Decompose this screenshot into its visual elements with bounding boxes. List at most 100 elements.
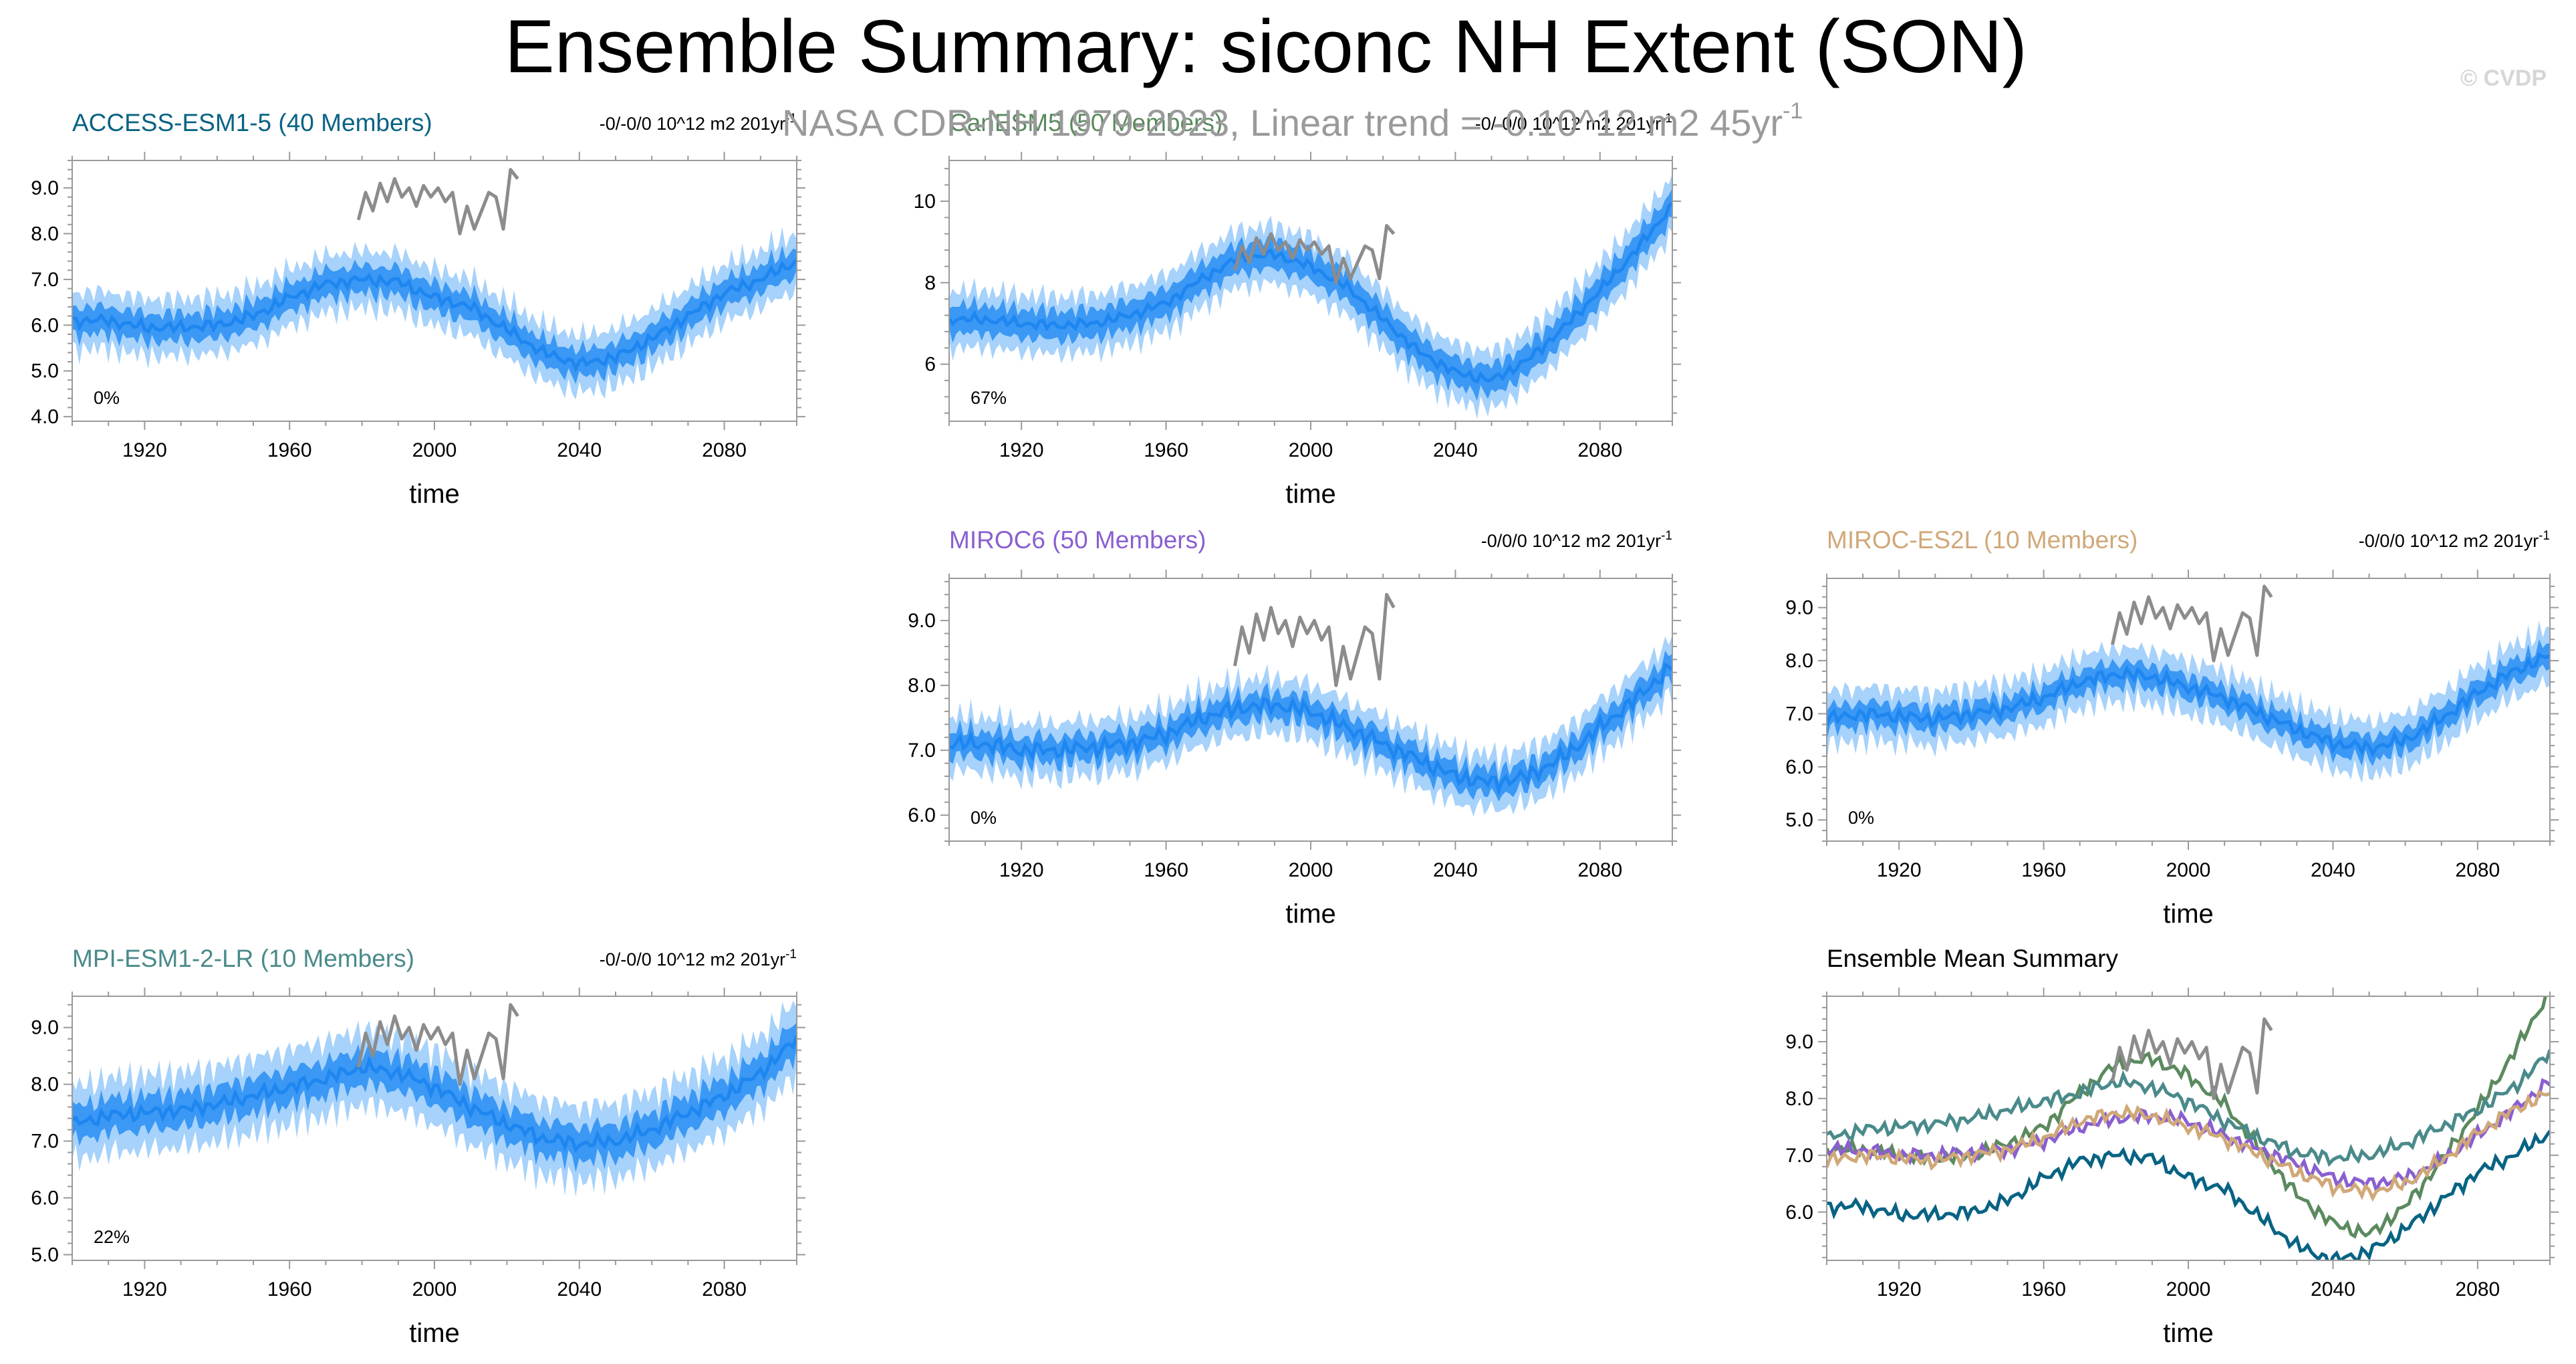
y-tick-label: 6.0 <box>31 314 59 336</box>
ensemble-mean-line <box>72 1035 797 1153</box>
y-tick-label: 5.0 <box>31 1244 59 1266</box>
panel-percent-label: 0% <box>94 388 120 408</box>
panel-trend-text: -0/0/0 10^12 m2 201yr <box>2359 531 2539 551</box>
y-tick-label: 5.0 <box>31 360 59 382</box>
y-tick-label: 8.0 <box>1785 650 1813 672</box>
panel-trend-text: -0/-0/0 10^12 m2 201yr <box>600 949 785 970</box>
plot-area <box>949 592 1672 817</box>
y-tick-label: 9.0 <box>31 1017 59 1039</box>
series-line-MPI-ESM1-2-LR <box>1827 1049 2550 1167</box>
ensemble-mean-line <box>1827 652 2550 758</box>
x-tick-label: 1960 <box>1144 439 1188 461</box>
x-tick-label: 2080 <box>1577 439 1622 461</box>
y-tick-label: 9.0 <box>1785 1031 1813 1053</box>
chart-panel-2: CanESM5 (50 Members) -0/-0/0 10^12 m2 201… <box>914 109 1681 509</box>
x-tick-label: 1960 <box>1144 859 1188 881</box>
y-tick-label: 7.0 <box>31 1131 59 1153</box>
x-tick-label: 2000 <box>1289 859 1333 881</box>
inner-spread-band <box>1827 639 2550 766</box>
x-tick-label: 2000 <box>412 439 457 461</box>
panel-percent-label: 67% <box>971 388 1007 408</box>
x-axis-label: time <box>2163 899 2214 929</box>
series-line-MIROC-ES2L <box>1827 1089 2550 1202</box>
figure-title: Ensemble Summary: siconc NH Extent (SON) <box>505 5 2027 88</box>
chart-panel-1: ACCESS-ESM1-5 (40 Members) -0/-0/0 10^12 … <box>31 109 805 509</box>
y-tick-label: 6.0 <box>31 1187 59 1210</box>
x-tick-label: 2080 <box>1577 859 1622 881</box>
observations-line <box>2110 584 2273 663</box>
y-tick-label: 7.0 <box>1785 1145 1813 1167</box>
x-tick-label: 1960 <box>2021 859 2066 881</box>
chart-panel-3: MIROC6 (50 Members) -0/0/0 10^12 m2 201yr… <box>908 526 1681 929</box>
y-tick-label: 8 <box>924 272 936 294</box>
observations-line <box>1233 592 1396 687</box>
chart-panel-4: MIROC-ES2L (10 Members) -0/0/0 10^12 m2 2… <box>1785 526 2559 929</box>
x-axis-label: time <box>409 1319 460 1348</box>
panel-trend-label: -0/0/0 10^12 m2 201yr-1 <box>2359 529 2550 551</box>
panel-trend-label: -0/0/0 10^12 m2 201yr-1 <box>1481 529 1672 551</box>
series-line-ACCESS-ESM1-5 <box>1827 1130 2550 1260</box>
observations-note-text: NASA CDR-NH 1979-2023, Linear trend = -0… <box>782 102 1783 144</box>
panel-percent-label: 0% <box>971 808 997 828</box>
panel-title: Ensemble Mean Summary <box>1827 945 2118 972</box>
panel-trend-label: -0/-0/0 10^12 m2 201yr-1 <box>600 947 797 970</box>
x-tick-label: 2040 <box>1433 859 1478 881</box>
y-tick-label: 8.0 <box>1785 1088 1813 1110</box>
plot-area <box>72 168 797 400</box>
x-tick-label: 2000 <box>1289 439 1333 461</box>
y-tick-label: 9.0 <box>1785 597 1813 619</box>
x-tick-label: 2040 <box>2311 1278 2355 1300</box>
panel-percent-label: 22% <box>94 1227 130 1247</box>
panel-trend-text: -0/-0/0 10^12 m2 201yr <box>1475 114 1661 134</box>
y-tick-label: 7.0 <box>1785 703 1813 725</box>
x-tick-label: 2040 <box>557 1278 602 1300</box>
chart-panel-6: Ensemble Mean Summary 1920 1960 2000 2040 208… <box>1785 945 2559 1348</box>
inner-spread-band <box>72 245 797 384</box>
x-axis-label: time <box>2163 1319 2214 1348</box>
y-tick-label: 8.0 <box>908 675 936 697</box>
x-tick-label: 1920 <box>122 1278 167 1300</box>
y-tick-label: 6.0 <box>1785 1202 1813 1224</box>
chart-panel-5: MPI-ESM1-2-LR (10 Members) -0/-0/0 10^12 … <box>31 945 805 1348</box>
x-tick-label: 2040 <box>2311 859 2355 881</box>
panel-trend-superscript: -1 <box>2539 529 2550 543</box>
panel-trend-label: -0/-0/0 10^12 m2 201yr-1 <box>1475 112 1672 134</box>
y-tick-label: 4.0 <box>31 406 59 428</box>
panel-trend-superscript: -1 <box>1661 112 1672 126</box>
y-tick-label: 7.0 <box>31 269 59 291</box>
panel-trend-text: -0/-0/0 10^12 m2 201yr <box>600 114 785 134</box>
observations-line <box>356 1003 519 1087</box>
inner-spread-band <box>949 651 1672 802</box>
panel-trend-superscript: -1 <box>1661 529 1672 543</box>
ensemble-mean-line <box>949 201 1672 384</box>
plot-area <box>949 173 1672 420</box>
y-tick-label: 8.0 <box>31 223 59 245</box>
ensemble-mean-line <box>72 259 797 373</box>
y-tick-label: 6.0 <box>908 804 936 826</box>
observations-note-superscript: -1 <box>1783 98 1803 124</box>
panel-title: CanESM5 (50 Members) <box>949 109 1222 136</box>
x-tick-label: 1920 <box>1877 859 1922 881</box>
panels-layer: ACCESS-ESM1-5 (40 Members) -0/-0/0 10^12 … <box>31 109 2559 1348</box>
x-axis-label: time <box>1285 899 1336 929</box>
observations-line <box>356 168 519 235</box>
panel-title: MIROC-ES2L (10 Members) <box>1827 526 2138 554</box>
outer-spread-band <box>949 173 1672 420</box>
panel-trend-superscript: -1 <box>785 112 797 126</box>
panel-trend-superscript: -1 <box>785 947 797 961</box>
x-axis-label: time <box>409 479 460 509</box>
x-tick-label: 2000 <box>412 1278 457 1300</box>
x-tick-label: 2040 <box>557 439 602 461</box>
x-tick-label: 2000 <box>2166 1278 2211 1300</box>
plot-area <box>72 1000 797 1197</box>
panel-title: ACCESS-ESM1-5 (40 Members) <box>72 109 432 136</box>
y-tick-label: 6 <box>924 354 936 376</box>
x-tick-label: 2080 <box>702 1278 747 1300</box>
plot-area <box>1827 584 2550 784</box>
observations-line <box>2110 1017 2273 1101</box>
x-tick-label: 1960 <box>2021 1278 2066 1300</box>
x-tick-label: 2080 <box>702 439 747 461</box>
y-tick-label: 8.0 <box>31 1074 59 1096</box>
x-tick-label: 1920 <box>999 859 1044 881</box>
